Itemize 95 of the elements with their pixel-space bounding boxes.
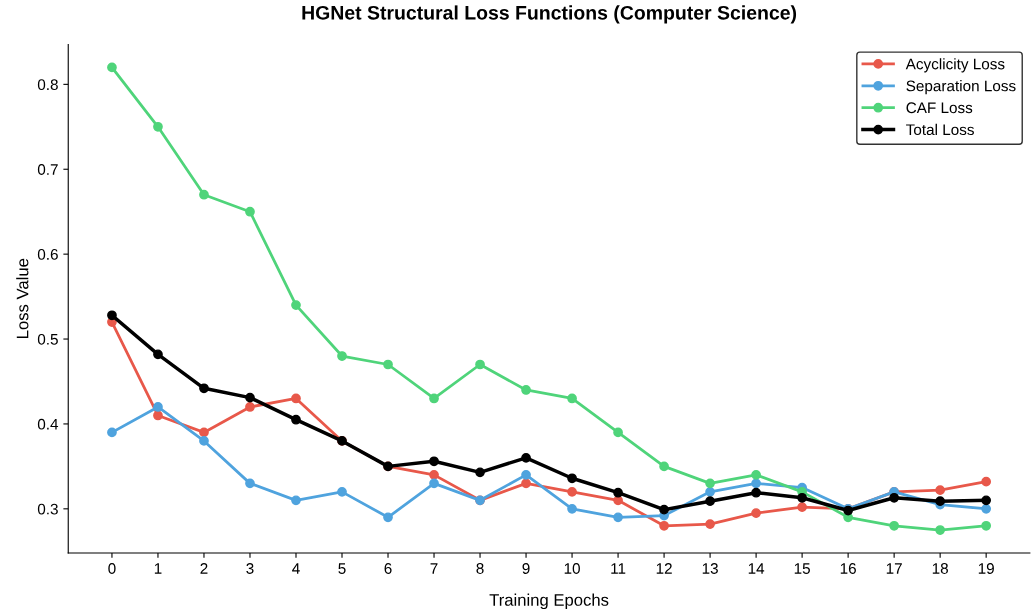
point — [429, 456, 439, 467]
legend-label: Total Loss — [906, 123, 974, 136]
x-tick-label: 8 — [476, 563, 484, 574]
point — [659, 520, 669, 531]
x-tick-label: 9 — [522, 563, 530, 574]
x-axis-title: Training Epochs — [489, 593, 609, 609]
point — [797, 502, 807, 512]
point — [107, 427, 117, 438]
x-tick-label: 15 — [794, 563, 810, 574]
point — [245, 206, 255, 217]
x-tick-label: 14 — [748, 563, 765, 574]
point — [153, 349, 163, 360]
x-tick-label: 19 — [978, 563, 994, 574]
point — [659, 461, 669, 472]
x-tick-label: 0 — [108, 563, 116, 574]
point — [751, 487, 761, 498]
point — [383, 512, 393, 523]
point — [199, 427, 209, 438]
x-tick-label: 16 — [840, 563, 856, 574]
point — [981, 476, 992, 487]
x-tick-label: 17 — [886, 563, 902, 574]
point — [981, 495, 992, 506]
point — [153, 410, 163, 421]
point — [705, 486, 715, 497]
point — [107, 310, 117, 321]
point — [475, 467, 485, 478]
point — [429, 470, 439, 480]
legend-label: Separation Loss — [906, 80, 1016, 95]
x-tick-label: 4 — [292, 563, 300, 574]
point — [245, 478, 255, 489]
point — [199, 189, 209, 200]
point — [383, 359, 393, 370]
point — [107, 62, 117, 73]
point — [291, 414, 301, 425]
y-tick-label: 0.3 — [37, 503, 58, 515]
x-tick-label: 18 — [932, 563, 948, 574]
point — [889, 492, 899, 503]
x-tick-label: 6 — [384, 563, 392, 574]
point — [153, 402, 163, 412]
point — [521, 478, 531, 489]
y-axis-title: Loss Value — [16, 258, 29, 338]
point — [935, 525, 946, 535]
point — [705, 519, 715, 529]
x-tick-label: 5 — [338, 563, 346, 574]
point — [935, 485, 946, 496]
y-tick-label: 0.6 — [37, 249, 58, 260]
point — [613, 512, 623, 523]
point — [291, 393, 301, 404]
point — [567, 393, 577, 404]
point — [153, 121, 163, 132]
x-tick-label: 12 — [656, 563, 672, 574]
point — [751, 470, 761, 480]
point — [429, 478, 439, 489]
point — [521, 385, 531, 395]
point — [199, 383, 209, 394]
x-tick-label: 11 — [611, 563, 626, 574]
point — [245, 392, 255, 403]
point — [705, 478, 715, 489]
point — [889, 520, 899, 531]
point — [705, 496, 715, 507]
x-tick-label: 10 — [564, 563, 580, 574]
point — [567, 503, 577, 514]
legend-label: CAF Loss — [906, 102, 973, 114]
chart-title: HGNet Structural Loss Functions (Computer Science) — [302, 5, 797, 24]
point — [291, 300, 301, 310]
x-tick-label: 1 — [154, 563, 162, 574]
x-tick-label: 13 — [702, 563, 718, 574]
point — [751, 508, 761, 518]
point — [981, 520, 992, 531]
point — [245, 402, 255, 412]
point — [797, 492, 807, 503]
point — [337, 351, 347, 361]
y-tick-label: 0.7 — [37, 164, 58, 175]
y-tick-label: 0.8 — [37, 79, 58, 91]
point — [613, 427, 623, 438]
x-tick-label: 3 — [246, 563, 254, 574]
point — [751, 478, 761, 489]
point — [291, 495, 301, 506]
point — [521, 453, 531, 463]
point — [567, 473, 577, 484]
x-tick-label: 2 — [200, 563, 208, 574]
legend-label: Acyclicity Loss — [905, 58, 1005, 73]
y-tick-label: 0.5 — [37, 333, 58, 345]
point — [659, 504, 669, 515]
point — [567, 486, 577, 497]
point — [337, 486, 347, 497]
point — [981, 503, 992, 514]
point — [199, 436, 209, 446]
y-tick-label: 0.4 — [37, 418, 59, 430]
point — [613, 495, 623, 506]
point — [429, 393, 439, 404]
x-tick-label: 7 — [430, 563, 438, 574]
point — [475, 359, 485, 370]
point — [613, 487, 623, 498]
point — [521, 470, 531, 480]
